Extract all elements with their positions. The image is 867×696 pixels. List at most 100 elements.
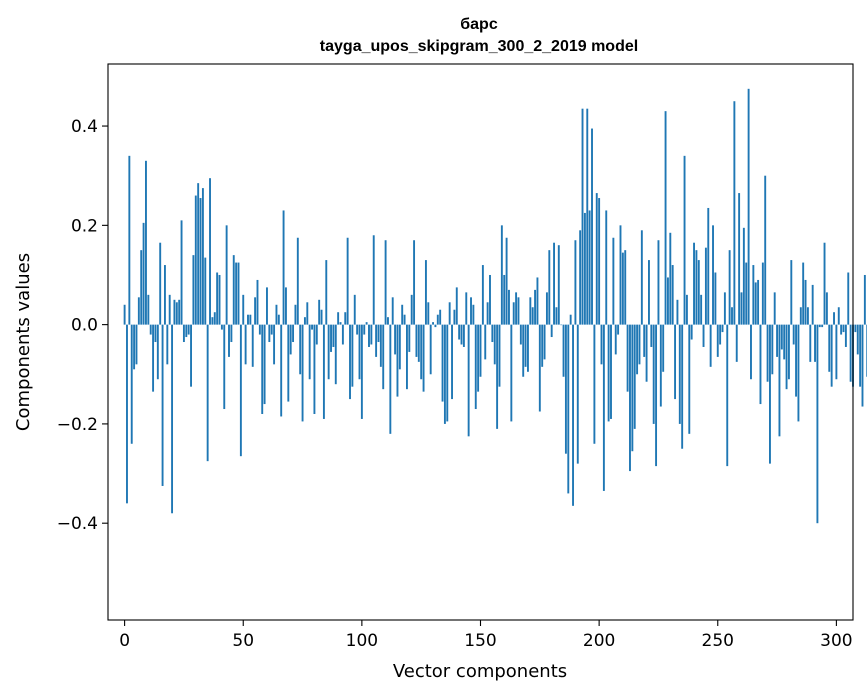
bar-72 xyxy=(294,304,297,325)
bar-310 xyxy=(859,324,862,387)
bar-293 xyxy=(818,324,821,328)
x-axis-ticks: 0 50 100 150 200 250 300 xyxy=(119,620,853,651)
bar-181 xyxy=(553,242,555,325)
bar-140 xyxy=(455,287,458,325)
bar-53 xyxy=(249,314,252,325)
plot-frame xyxy=(107,63,854,621)
bar-81 xyxy=(315,324,318,345)
bar-163 xyxy=(510,324,513,422)
bar-149 xyxy=(477,324,480,392)
bar-282 xyxy=(792,324,795,345)
bar-74 xyxy=(299,324,302,375)
bar-153 xyxy=(486,302,489,325)
bar-25 xyxy=(182,324,185,343)
bar-170 xyxy=(527,324,529,372)
bar-179 xyxy=(548,250,551,325)
bar-49 xyxy=(239,324,242,457)
bar-192 xyxy=(579,230,582,325)
bar-146 xyxy=(470,297,472,325)
bar-16 xyxy=(161,324,164,486)
bar-130 xyxy=(432,322,434,325)
bar-45 xyxy=(230,324,233,343)
bar-136 xyxy=(446,324,449,422)
bar-167 xyxy=(519,324,522,345)
bar-124 xyxy=(417,324,420,362)
bar-275 xyxy=(776,324,779,357)
bar-184 xyxy=(560,324,563,326)
bar-299 xyxy=(833,312,835,325)
bar-233 xyxy=(676,299,679,325)
bar-30 xyxy=(194,195,197,325)
bar-111 xyxy=(387,317,389,325)
bar-244 xyxy=(702,324,705,347)
bar-107 xyxy=(377,324,380,343)
bar-157 xyxy=(496,324,499,429)
bar-117 xyxy=(401,304,404,325)
bar-13 xyxy=(154,324,157,343)
bar-47 xyxy=(235,262,238,325)
bar-23 xyxy=(178,299,181,325)
bar-66 xyxy=(280,324,283,417)
bar-250 xyxy=(716,324,719,357)
bar-200 xyxy=(598,198,601,325)
bar-131 xyxy=(434,324,437,328)
bar-54 xyxy=(251,324,254,367)
bar-185 xyxy=(562,324,565,377)
bar-247 xyxy=(709,324,712,367)
bar-121 xyxy=(410,294,413,325)
bar-17 xyxy=(163,265,166,325)
bar-12 xyxy=(152,324,155,392)
bar-259 xyxy=(738,193,741,325)
bar-22 xyxy=(175,302,178,325)
bar-73 xyxy=(296,237,299,325)
bar-87 xyxy=(330,324,332,352)
bar-199 xyxy=(595,193,598,325)
bar-84 xyxy=(322,324,325,419)
bar-14 xyxy=(156,324,159,380)
bar-90 xyxy=(337,312,340,325)
bar-99 xyxy=(358,324,361,380)
x-tick-label: 150 xyxy=(464,631,496,651)
bar-0 xyxy=(123,304,126,325)
y-tick-label: −0.4 xyxy=(57,514,98,534)
bar-32 xyxy=(199,198,202,325)
bar-156 xyxy=(493,324,496,365)
bar-195 xyxy=(586,108,589,325)
y-tick-label: 0.4 xyxy=(71,117,98,137)
bar-115 xyxy=(396,324,399,397)
bar-177 xyxy=(543,324,546,360)
bar-1 xyxy=(126,324,128,504)
bar-189 xyxy=(572,324,574,506)
bar-98 xyxy=(356,324,359,335)
bar-37 xyxy=(211,317,214,325)
bar-301 xyxy=(837,307,840,325)
bar-110 xyxy=(384,240,387,325)
bar-129 xyxy=(429,324,432,375)
bar-152 xyxy=(484,324,487,360)
bar-142 xyxy=(460,324,463,345)
bar-240 xyxy=(693,242,695,325)
bar-226 xyxy=(659,324,662,407)
bar-113 xyxy=(391,297,394,325)
bar-215 xyxy=(633,324,636,429)
bar-190 xyxy=(574,240,577,325)
bar-216 xyxy=(636,324,639,375)
bar-132 xyxy=(436,314,439,325)
bar-180 xyxy=(550,324,553,338)
bar-95 xyxy=(349,324,351,400)
bar-211 xyxy=(624,250,627,325)
x-tick-label: 250 xyxy=(702,631,734,651)
bar-217 xyxy=(638,324,641,365)
bar-138 xyxy=(451,324,453,400)
y-axis-ticks: −0.4 −0.2 0.0 0.2 0.4 xyxy=(57,117,108,534)
bar-175 xyxy=(538,324,541,412)
bar-96 xyxy=(351,324,354,387)
bar-43 xyxy=(225,225,228,325)
bar-10 xyxy=(147,294,150,325)
bar-2 xyxy=(128,155,131,325)
bar-182 xyxy=(555,307,558,325)
bar-294 xyxy=(821,324,824,328)
bar-123 xyxy=(415,324,418,357)
bar-173 xyxy=(534,289,537,325)
bar-237 xyxy=(685,294,688,325)
